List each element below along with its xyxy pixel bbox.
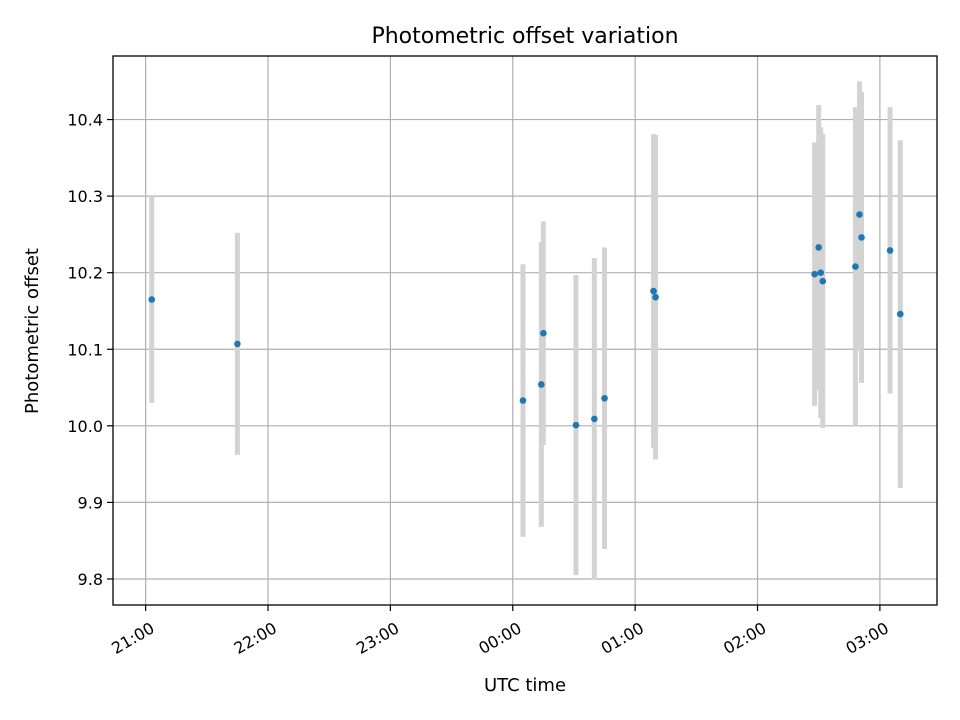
- y-tick-label: 9.8: [78, 570, 103, 589]
- data-point: [601, 394, 608, 402]
- data-point: [886, 247, 894, 254]
- data-point: [519, 397, 527, 404]
- y-tick-label: 10.0: [67, 417, 103, 436]
- data-point: [817, 269, 825, 276]
- y-tick-label: 10.2: [67, 264, 103, 283]
- data-point: [811, 270, 818, 278]
- data-point: [572, 421, 580, 429]
- y-tick-label: 9.9: [78, 493, 103, 512]
- y-tick-label: 10.4: [67, 111, 103, 130]
- y-tick-layer: 9.8 9.9 10.0 10.1 10.2 10.3 10.4: [67, 111, 113, 589]
- data-point: [538, 381, 545, 388]
- data-point: [815, 244, 823, 251]
- data-point: [852, 263, 859, 270]
- chart-title: Photometric offset variation: [371, 24, 678, 49]
- data-point: [652, 293, 659, 301]
- data-point: [819, 277, 827, 285]
- data-point: [540, 329, 547, 337]
- data-point: [148, 296, 156, 303]
- x-axis-label: UTC time: [484, 675, 566, 696]
- data-point: [856, 211, 863, 218]
- plot-frame: [112, 55, 938, 606]
- data-point: [591, 415, 598, 423]
- point-layer: [148, 211, 904, 429]
- y-axis-label: Photometric offset: [22, 248, 43, 414]
- data-point: [650, 287, 657, 295]
- data-point: [234, 340, 241, 348]
- y-tick-label: 10.1: [67, 340, 103, 359]
- y-tick-label: 10.3: [67, 187, 103, 206]
- data-point: [858, 234, 865, 241]
- data-point: [896, 310, 904, 318]
